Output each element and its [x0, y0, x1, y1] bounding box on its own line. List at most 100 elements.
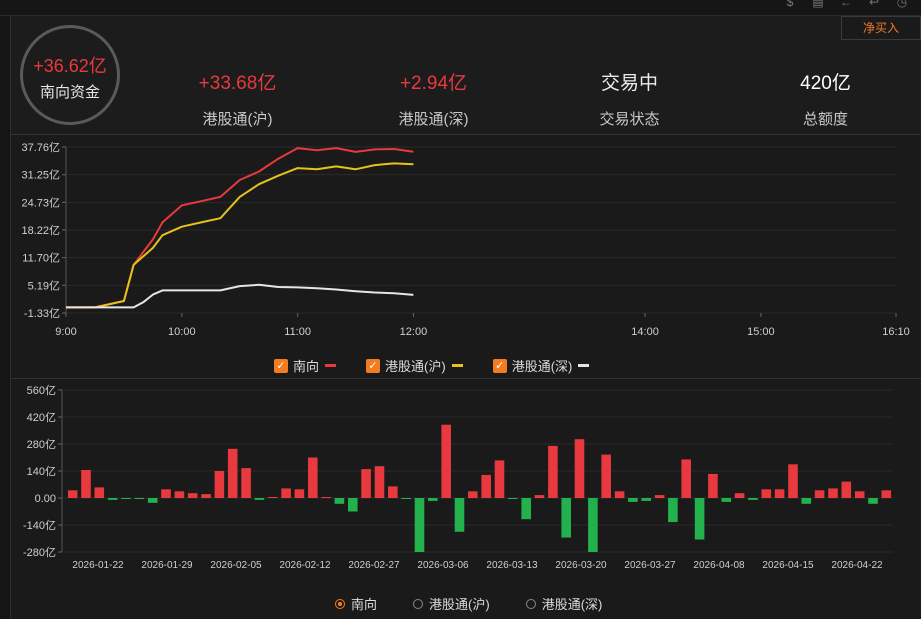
x-tick-label: 15:00 [747, 326, 775, 338]
legend-item-southbound[interactable]: ✓ 南向 [274, 356, 337, 375]
bar [81, 470, 91, 498]
bar [534, 495, 545, 498]
intraday-flow-chart: 37.76亿 31.25亿 24.73亿 18.22亿 11.70亿 5.19亿 -1.33… [21, 141, 909, 338]
bar [428, 498, 438, 501]
intraday-legend: ✓ 南向 ✓ 港股通(沪) ✓ 港股通(深) [274, 356, 590, 375]
stat-status-label: 交易状态 [599, 111, 660, 128]
southbound-total-value: +36.62亿 [33, 56, 107, 76]
bar [94, 487, 105, 498]
clock-icon[interactable]: ◷ [896, 0, 908, 9]
checkbox-icon[interactable]: ✓ [366, 358, 381, 373]
bar [828, 488, 838, 498]
southbound-total-label: 南向资金 [39, 84, 100, 101]
x-tick-label: 2026-03-06 [417, 560, 469, 571]
x-tick-label: 2026-03-13 [486, 560, 538, 571]
stat-sh-label: 港股通(沪) [202, 111, 273, 128]
y-tick-label: 11.70亿 [22, 252, 60, 265]
legend-swatch [451, 364, 463, 367]
checkbox-icon[interactable]: ✓ [274, 358, 288, 373]
y-tick-label: 31.25亿 [21, 169, 60, 182]
bar [721, 498, 732, 502]
y-tick-label: 140亿 [27, 465, 56, 478]
stat-sz-value: +2.94亿 [399, 73, 468, 94]
bar [214, 471, 225, 498]
radio-icon[interactable] [413, 598, 424, 609]
series-line-1 [66, 147, 414, 309]
bar [574, 439, 585, 498]
bar [561, 498, 571, 538]
bar [134, 498, 145, 499]
y-tick-label: 560亿 [27, 384, 56, 397]
bar [361, 469, 371, 498]
x-tick-label: 2026-04-22 [831, 560, 883, 571]
x-tick-label: 2026-02-05 [210, 560, 262, 571]
radio-sz[interactable]: 港股通(深) [525, 594, 603, 613]
left-gutter [0, 16, 11, 619]
bar [748, 498, 758, 500]
radio-label: 港股通(沪) [429, 597, 490, 612]
stat-quota-label: 总额度 [802, 111, 848, 128]
bar [694, 498, 705, 540]
radio-icon[interactable] [335, 598, 345, 609]
bar [67, 490, 78, 498]
checkbox-icon[interactable]: ✓ [492, 358, 507, 373]
calculator-icon[interactable]: ▤ [812, 0, 824, 9]
bar [401, 498, 411, 499]
bar [348, 498, 358, 512]
top-toolbar: $ ▤ ← ↩ ◷ [0, 0, 921, 16]
net-buy-button[interactable]: 净买入 [841, 16, 921, 40]
y-tick-label: 280亿 [27, 438, 56, 451]
bar [734, 493, 745, 498]
bar [854, 491, 865, 499]
daily-legend: 南向 港股通(沪) 港股通(深) [335, 594, 602, 613]
radio-icon[interactable] [525, 598, 536, 609]
bar [788, 464, 798, 499]
bar [601, 454, 611, 498]
y-tick-label: 420亿 [27, 411, 56, 424]
stat-sh: +33.68亿 港股通(沪) [180, 68, 295, 129]
summary-panel [0, 16, 921, 135]
bar [121, 498, 131, 499]
bar [681, 459, 691, 498]
radio-sh[interactable]: 港股通(沪) [413, 594, 490, 613]
bar [321, 497, 331, 498]
x-tick-label: 2026-02-27 [348, 560, 400, 571]
bar [548, 445, 558, 498]
bar [454, 498, 465, 532]
bar [441, 424, 451, 498]
bar [494, 460, 505, 498]
legend-label: 港股通(深) [511, 359, 573, 374]
x-tick-label: 2026-02-12 [279, 560, 331, 571]
legend-item-sz[interactable]: ✓ 港股通(深) [492, 356, 590, 375]
radio-southbound[interactable]: 南向 [335, 594, 377, 613]
bar [481, 474, 491, 498]
back-icon[interactable]: ← [840, 0, 852, 9]
y-tick-label: 0.00 [35, 493, 56, 505]
series-line-2 [66, 162, 414, 309]
bar [868, 498, 878, 504]
x-tick-label: 2026-03-27 [624, 560, 676, 571]
x-tick-label: 2026-04-15 [762, 560, 814, 571]
bar [628, 498, 638, 502]
bar [761, 489, 772, 498]
bar [201, 494, 211, 498]
x-tick-label: 2026-01-29 [141, 560, 193, 571]
y-tick-label: 24.73亿 [21, 196, 60, 209]
bar [614, 491, 625, 499]
undo-icon[interactable]: ↩ [868, 0, 880, 9]
dollar-icon[interactable]: $ [786, 0, 794, 9]
bar [708, 473, 718, 498]
radio-label: 港股通(深) [541, 597, 603, 612]
legend-item-sh[interactable]: ✓ 港股通(沪) [366, 356, 463, 375]
southbound-total-ring: +36.62亿 南向资金 [20, 25, 120, 125]
legend-label: 港股通(沪) [385, 359, 446, 374]
bar [334, 498, 345, 504]
bar [521, 498, 531, 520]
stat-sh-value: +33.68亿 [198, 73, 277, 94]
y-tick-label: -140亿 [23, 519, 56, 532]
stat-sz: +2.94亿 港股通(深) [376, 68, 491, 129]
bar [294, 489, 305, 498]
radio-label: 南向 [351, 597, 378, 612]
series-line-3 [66, 283, 414, 309]
bar [841, 481, 852, 498]
